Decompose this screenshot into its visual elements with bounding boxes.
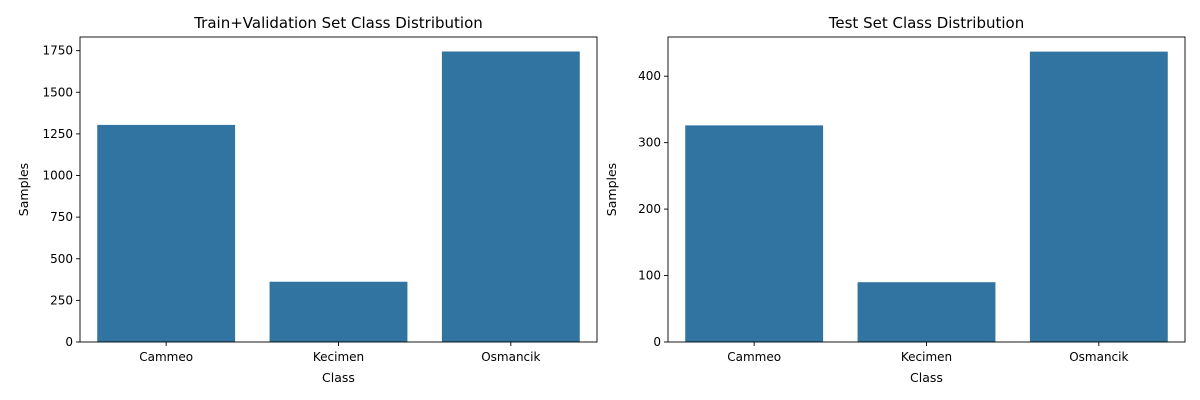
- x-tick-label: Kecimen: [313, 350, 364, 364]
- x-tick-label: Cammeo: [727, 350, 781, 364]
- y-axis-label: Samples: [16, 163, 31, 216]
- bar-cammeo: [97, 124, 236, 342]
- y-tick-label: 750: [50, 210, 73, 224]
- y-axis-label: Samples: [604, 163, 619, 216]
- y-tick-label: 1000: [42, 169, 73, 183]
- y-tick-label: 400: [638, 69, 661, 83]
- x-tick-label: Osmancik: [1069, 350, 1128, 364]
- chart-train-validation: Cammeo Kecimen Osmancik 0 250 500 750 1000 1250 1…: [16, 14, 598, 385]
- y-tick-label: 1500: [42, 85, 73, 99]
- y-tick-label: 100: [638, 269, 661, 283]
- y-tick-label: 0: [653, 335, 661, 349]
- x-axis-label: Class: [910, 370, 943, 385]
- chart-title: Train+Validation Set Class Distribution: [193, 14, 483, 32]
- bar-kecimen: [269, 281, 408, 342]
- x-tick-label: Cammeo: [139, 350, 193, 364]
- y-tick-label: 250: [50, 293, 73, 307]
- y-tick-label: 500: [50, 252, 73, 266]
- x-tick-label: Kecimen: [901, 350, 952, 364]
- x-tick-label: Osmancik: [481, 350, 540, 364]
- bar-kecimen: [857, 282, 996, 342]
- bar-cammeo: [685, 125, 824, 342]
- y-tick-label: 200: [638, 202, 661, 216]
- chart-test: Cammeo Kecimen Osmancik 0 100 200 300 400 Test S…: [604, 14, 1186, 385]
- y-tick-label: 1250: [42, 127, 73, 141]
- x-axis-label: Class: [322, 370, 355, 385]
- bar-osmancik: [1029, 51, 1168, 342]
- y-tick-label: 0: [65, 335, 73, 349]
- y-tick-label: 1750: [42, 44, 73, 58]
- bar-osmancik: [441, 51, 580, 343]
- chart-title: Test Set Class Distribution: [828, 14, 1024, 32]
- y-tick-label: 300: [638, 136, 661, 150]
